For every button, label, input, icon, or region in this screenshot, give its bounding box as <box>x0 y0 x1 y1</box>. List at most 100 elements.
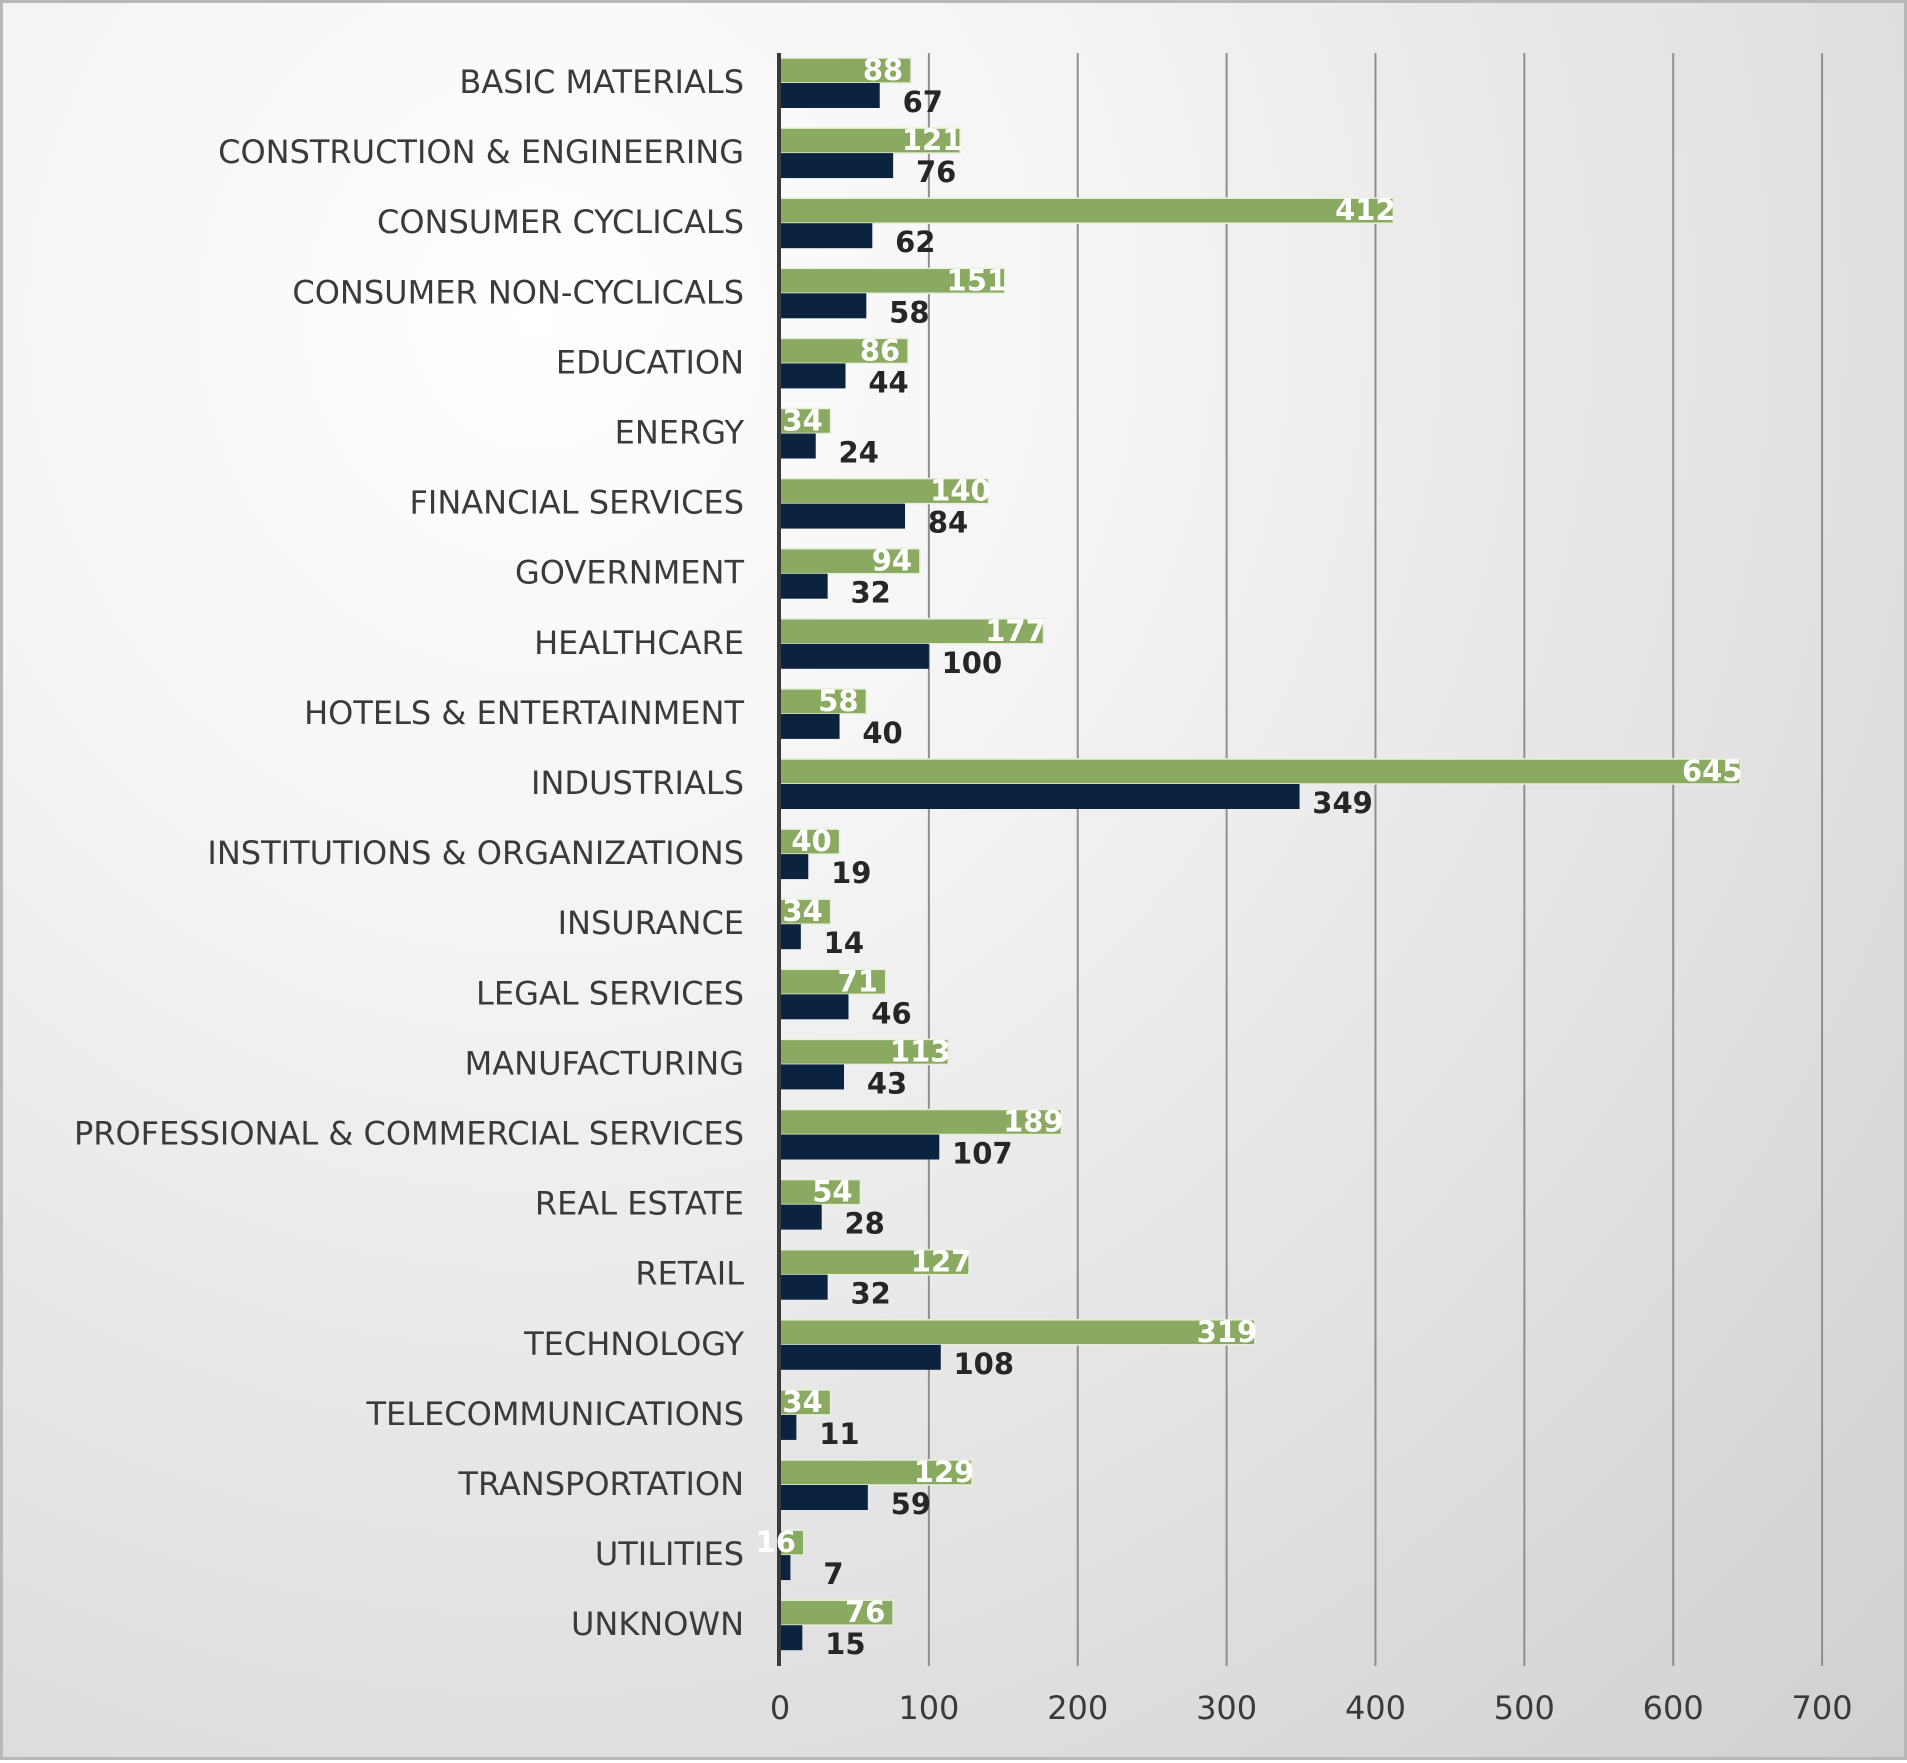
category-label: INSURANCE <box>558 904 744 942</box>
data-label-series-a: 94 <box>872 544 912 578</box>
category-label: PROFESSIONAL & COMMERCIAL SERVICES <box>74 1115 744 1153</box>
bar-series-b <box>780 1555 791 1581</box>
category-label: TRANSPORTATION <box>457 1465 744 1503</box>
category-label: CONSTRUCTION & ENGINEERING <box>218 133 744 171</box>
bar-series-b <box>780 503 906 529</box>
bar-series-a <box>779 758 1741 785</box>
x-tick-label: 700 <box>1792 1689 1853 1727</box>
category-label: FINANCIAL SERVICES <box>410 484 745 522</box>
bar-series-b <box>780 854 809 880</box>
bars <box>779 57 1741 1651</box>
bar-series-b <box>780 83 880 108</box>
data-label-series-a: 88 <box>863 53 903 87</box>
data-label-series-a: 58 <box>818 684 858 718</box>
bar-series-a <box>779 1319 1256 1346</box>
data-label-series-b: 19 <box>831 856 871 890</box>
bar-series-b <box>780 1344 941 1370</box>
bar-series-b <box>780 223 873 249</box>
category-label: CONSUMER CYCLICALS <box>377 203 744 241</box>
category-label: ENERGY <box>615 414 745 452</box>
data-label-series-b: 349 <box>1312 786 1373 820</box>
data-label-series-b: 32 <box>850 1277 890 1311</box>
data-label-series-a: 140 <box>930 474 991 508</box>
data-label-series-b: 11 <box>819 1417 859 1451</box>
category-label: BASIC MATERIALS <box>459 63 744 101</box>
bar-series-b <box>780 713 840 739</box>
category-label: RETAIL <box>635 1255 744 1293</box>
data-label-series-a: 177 <box>985 614 1046 648</box>
category-label: HEALTHCARE <box>534 624 744 662</box>
data-label-series-a: 34 <box>782 404 822 438</box>
category-label: GOVERNMENT <box>515 554 744 592</box>
bar-series-b <box>780 1204 822 1230</box>
data-label-series-a: 40 <box>791 824 831 858</box>
x-tick-label: 400 <box>1345 1689 1406 1727</box>
data-label-series-b: 84 <box>928 506 968 540</box>
bar-series-a <box>779 547 921 575</box>
data-label-series-a: 34 <box>782 1385 822 1419</box>
data-label-series-b: 32 <box>850 576 890 610</box>
bar-series-b <box>780 1274 828 1300</box>
data-label-series-b: 7 <box>823 1557 843 1591</box>
data-label-series-b: 62 <box>895 225 935 259</box>
data-label-series-b: 67 <box>903 85 943 119</box>
bar-series-b <box>780 1064 845 1090</box>
category-label: INSTITUTIONS & ORGANIZATIONS <box>207 834 744 872</box>
data-label-series-a: 71 <box>838 964 878 998</box>
data-label-series-a: 319 <box>1197 1315 1258 1349</box>
category-label: HOTELS & ENTERTAINMENT <box>304 694 744 732</box>
data-label-series-a: 34 <box>782 894 822 928</box>
bar-series-a <box>779 477 990 505</box>
data-label-series-a: 54 <box>812 1175 852 1209</box>
bar-series-b <box>780 784 1300 809</box>
data-label-series-a: 76 <box>845 1595 885 1629</box>
category-label: UTILITIES <box>595 1535 744 1573</box>
data-label-series-b: 40 <box>862 716 902 750</box>
data-label-series-a: 129 <box>914 1455 975 1489</box>
data-label-series-a: 151 <box>947 263 1008 297</box>
bar-series-b <box>780 363 846 389</box>
data-label-series-b: 43 <box>867 1066 907 1100</box>
data-label-series-b: 28 <box>845 1207 885 1241</box>
x-tick-label: 200 <box>1047 1689 1108 1727</box>
category-label: LEGAL SERVICES <box>476 974 744 1012</box>
bar-series-a <box>779 197 1395 224</box>
bar-series-b <box>780 1485 868 1510</box>
category-label: MANUFACTURING <box>465 1044 744 1082</box>
bar-series-a <box>779 337 909 365</box>
bar-series-a <box>779 1038 949 1066</box>
data-label-series-b: 76 <box>916 155 956 189</box>
category-label: TELECOMMUNICATIONS <box>365 1395 744 1433</box>
x-tick-label: 600 <box>1643 1689 1704 1727</box>
bar-series-b <box>780 433 816 459</box>
data-label-series-a: 16 <box>756 1525 796 1559</box>
data-label-series-b: 59 <box>891 1487 931 1521</box>
bar-series-a <box>779 1389 832 1416</box>
bar-series-b <box>780 1134 940 1160</box>
bar-series-a <box>779 968 887 996</box>
bar-series-b <box>780 1625 803 1651</box>
data-label-series-a: 127 <box>911 1245 972 1279</box>
data-label-series-a: 645 <box>1682 754 1743 788</box>
data-label-series-a: 86 <box>860 333 900 367</box>
bar-series-a <box>779 1599 894 1626</box>
bar-series-a <box>779 267 1006 295</box>
bar-series-b <box>780 153 894 179</box>
data-label-series-b: 58 <box>889 295 929 329</box>
bar-series-a <box>779 1248 970 1276</box>
data-label-series-b: 107 <box>952 1137 1013 1171</box>
data-label-series-a: 121 <box>902 123 963 157</box>
x-tick-label: 500 <box>1494 1689 1555 1727</box>
bar-series-b <box>780 924 801 950</box>
category-label: INDUSTRIALS <box>531 764 744 802</box>
bar-series-b <box>780 1414 797 1440</box>
data-label-series-b: 15 <box>825 1627 865 1661</box>
bar-series-b <box>780 994 849 1020</box>
bar-series-b <box>780 573 828 599</box>
data-label-series-a: 189 <box>1003 1105 1064 1139</box>
data-label-series-a: 113 <box>890 1034 951 1068</box>
data-label-series-b: 14 <box>824 926 864 960</box>
x-tick-label: 300 <box>1196 1689 1257 1727</box>
gridlines <box>927 53 1824 1666</box>
